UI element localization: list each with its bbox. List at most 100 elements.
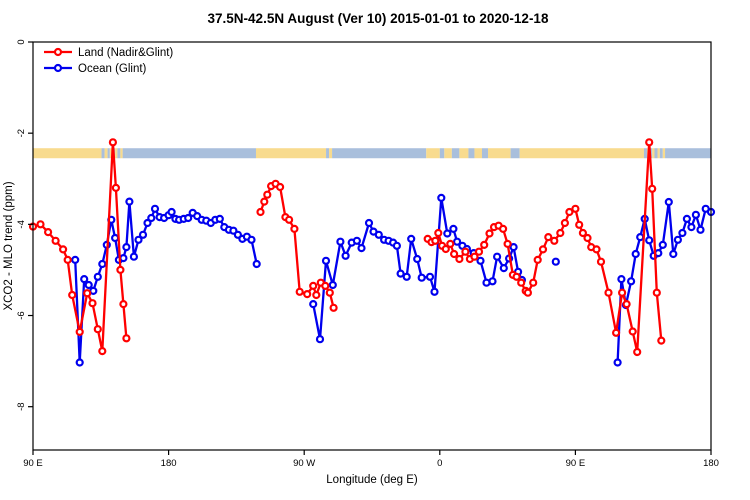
data-point-marker — [434, 228, 443, 238]
band-ocean-segment — [659, 148, 663, 159]
y-tick-label: -2 — [16, 129, 27, 137]
data-point-marker — [329, 303, 338, 312]
data-point-marker — [247, 235, 256, 244]
data-point-marker — [93, 325, 102, 334]
data-point-marker — [93, 272, 102, 281]
data-point-marker — [325, 288, 334, 297]
data-point-marker — [556, 228, 565, 238]
data-point-marker — [480, 240, 489, 249]
data-series-group — [28, 138, 716, 367]
band-land-segment — [519, 148, 644, 159]
data-point-marker — [453, 237, 462, 246]
data-point-marker — [352, 236, 361, 245]
data-point-marker — [116, 265, 125, 274]
data-point-marker — [550, 236, 559, 245]
data-point-marker — [544, 233, 553, 242]
data-point-marker — [696, 225, 705, 234]
data-point-marker — [626, 277, 636, 286]
band-ocean-segment — [122, 148, 256, 159]
data-point-marker — [673, 235, 683, 244]
data-point-marker — [691, 210, 701, 219]
data-point-marker — [622, 300, 631, 309]
data-point-marker — [309, 281, 318, 290]
data-point-marker — [669, 249, 678, 259]
x-tick-label: 180 — [703, 458, 719, 469]
land-ocean-map-band — [33, 148, 711, 159]
band-land-segment — [474, 148, 482, 159]
band-ocean-segment — [451, 148, 460, 159]
data-point-marker — [485, 229, 494, 238]
axes-group: 90 E 180 90 W 0 90 E 180 0 -2 -4 -6 -8 — [16, 39, 719, 469]
band-land-segment — [115, 148, 118, 159]
data-point-marker — [455, 254, 464, 264]
data-point-marker — [657, 336, 666, 345]
data-point-marker — [88, 299, 97, 308]
data-point-marker — [263, 190, 272, 199]
data-point-marker — [461, 247, 470, 256]
data-point-marker — [122, 243, 131, 252]
data-point-marker — [551, 257, 560, 266]
data-point-marker — [392, 241, 401, 250]
data-point-marker — [336, 237, 345, 246]
data-point-marker — [71, 255, 80, 264]
y-tick-label: -6 — [16, 311, 27, 319]
legend-sample-marker — [53, 47, 63, 57]
band-ocean-segment — [439, 148, 445, 159]
data-point-marker — [648, 184, 657, 193]
data-point-marker — [611, 328, 621, 337]
data-point-marker — [517, 278, 526, 287]
data-point-marker — [437, 193, 446, 202]
data-point-marker — [80, 275, 89, 284]
data-point-marker — [68, 290, 77, 300]
data-point-marker — [474, 247, 484, 256]
legend-label-land: Land (Nadir&Glint) — [78, 47, 173, 59]
band-land-segment — [657, 148, 660, 159]
band-land-segment — [444, 148, 452, 159]
data-point-marker — [499, 224, 508, 233]
band-ocean-segment — [654, 148, 658, 159]
band-land-segment — [104, 148, 108, 159]
data-point-marker — [571, 204, 580, 213]
band-land-segment — [109, 148, 113, 159]
data-point-marker — [110, 233, 120, 243]
data-point-marker — [575, 220, 584, 229]
data-point-marker — [83, 289, 92, 298]
data-point-marker — [125, 197, 134, 206]
data-point-marker — [364, 218, 374, 228]
data-point-marker — [633, 347, 642, 357]
data-point-marker — [617, 275, 626, 284]
band-land-segment — [33, 148, 102, 159]
band-land-segment — [255, 148, 327, 159]
data-point-marker — [138, 230, 148, 239]
data-point-marker — [636, 233, 645, 242]
data-point-marker — [645, 236, 654, 245]
data-point-marker — [341, 251, 350, 260]
data-point-marker — [143, 218, 152, 228]
data-point-marker — [36, 220, 45, 229]
data-point-marker — [108, 138, 118, 147]
data-point-marker — [402, 272, 411, 281]
band-ocean-segment — [107, 148, 110, 159]
legend-label-ocean: Ocean (Glint) — [78, 63, 147, 75]
band-land-segment — [662, 148, 666, 159]
x-tick-label: 0 — [437, 458, 442, 469]
data-point-marker — [565, 207, 574, 217]
data-point-marker — [538, 245, 548, 254]
series-line — [31, 141, 128, 353]
data-point-marker — [63, 255, 72, 264]
data-point-marker — [417, 273, 426, 282]
y-tick-label: 0 — [16, 39, 27, 44]
band-land-segment — [459, 148, 469, 159]
data-point-marker — [147, 213, 156, 223]
data-point-marker — [509, 243, 518, 252]
data-point-marker — [167, 207, 176, 217]
data-point-marker — [613, 358, 622, 367]
data-point-marker — [499, 264, 508, 273]
x-tick-label: 180 — [161, 458, 177, 469]
data-point-marker — [119, 300, 128, 309]
series-line — [312, 196, 524, 341]
data-point-marker — [446, 239, 455, 248]
data-point-marker — [617, 288, 627, 297]
data-point-marker — [425, 272, 435, 281]
